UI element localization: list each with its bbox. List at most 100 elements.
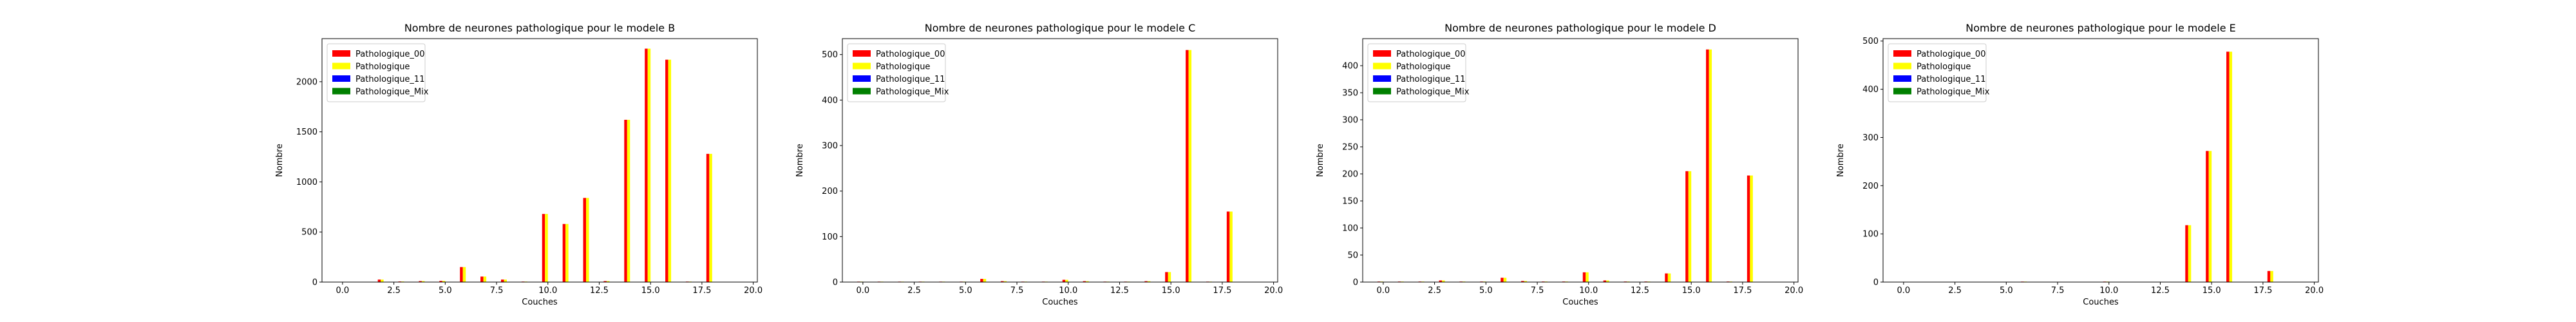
y-axis-label: Nombre	[275, 144, 285, 177]
x-tick-label: 5.0	[1479, 286, 1493, 296]
legend-swatch	[853, 88, 871, 95]
bar	[983, 279, 987, 282]
legend-label: Pathologique_11	[1396, 75, 1465, 84]
y-tick-label: 400	[1862, 85, 1879, 95]
legend-label: Pathologique	[355, 62, 410, 72]
legend-swatch	[1373, 62, 1391, 70]
y-axis-label: Nombre	[1316, 144, 1325, 177]
bar	[1586, 272, 1589, 282]
bar	[2206, 151, 2209, 282]
bar	[1582, 272, 1586, 282]
bar	[439, 281, 442, 282]
bar	[562, 223, 566, 282]
y-tick-label: 200	[1342, 170, 1358, 180]
bar	[1001, 281, 1004, 282]
legend-swatch	[1893, 88, 1911, 95]
x-axis-label: Couches	[1042, 298, 1078, 307]
legend-label: Pathologique_11	[876, 75, 945, 84]
plot-frame	[1882, 38, 2319, 283]
bar	[1665, 273, 1668, 282]
chart-panel: 0.0 2.5 5.0 7.5 10.0 12.5 15.0 17.5 20.0 0 100 200 3…	[795, 22, 1283, 307]
x-tick-label: 5.0	[2000, 286, 2013, 296]
bar	[2229, 52, 2233, 283]
x-tick-label: 20.0	[2305, 286, 2324, 296]
bar	[1229, 211, 1233, 282]
y-tick-label: 300	[1862, 133, 1879, 143]
bar	[1188, 50, 1192, 282]
x-tick-label: 15.0	[641, 286, 660, 296]
bar	[606, 281, 610, 282]
y-tick-label: 2000	[296, 77, 317, 87]
bar	[1606, 280, 1609, 282]
y-tick-label: 150	[1342, 197, 1358, 207]
legend-swatch	[332, 50, 350, 57]
bar	[565, 223, 569, 282]
y-tick-label: 50	[1347, 251, 1358, 261]
y-tick-label: 300	[1342, 116, 1358, 126]
bar	[460, 267, 463, 282]
bar	[2188, 225, 2192, 282]
x-tick-label: 15.0	[2202, 286, 2221, 296]
chart-title: Nombre de neurones pathologique pour le …	[1965, 22, 2236, 34]
x-tick-label: 17.5	[2253, 286, 2272, 296]
bar	[2208, 151, 2212, 282]
legend-label: Pathologique_00	[1917, 50, 1985, 59]
x-tick-label: 17.5	[1213, 286, 1231, 296]
bar	[665, 59, 668, 283]
bar	[377, 279, 381, 282]
legend-swatch	[1893, 50, 1911, 57]
x-tick-label: 12.5	[1631, 286, 1649, 296]
bar	[706, 153, 710, 282]
legend-swatch	[1893, 75, 1911, 82]
legend-label: Pathologique_00	[1396, 50, 1465, 59]
bar	[542, 214, 545, 282]
y-tick-label: 400	[1342, 62, 1358, 71]
chart-panel: 0.0 2.5 5.0 7.5 10.0 12.5 15.0 17.5 20.0 0 500 1000…	[275, 22, 762, 307]
bar	[462, 267, 466, 282]
y-tick-label: 0	[1353, 278, 1358, 288]
bar	[668, 59, 672, 283]
bar	[1165, 272, 1168, 282]
chart-panel: 0.0 2.5 5.0 7.5 10.0 12.5 15.0 17.5 20.0 0 50 100 15…	[1316, 22, 1803, 307]
y-tick-label: 500	[1862, 37, 1879, 46]
legend-label: Pathologique_11	[1917, 75, 1985, 84]
bar	[647, 48, 651, 282]
legend-box	[847, 43, 946, 102]
x-tick-label: 10.0	[2099, 286, 2118, 296]
bar	[480, 276, 484, 282]
legend-label: Pathologique_11	[355, 75, 424, 84]
x-tick-label: 17.5	[1733, 286, 1752, 296]
y-tick-label: 500	[301, 228, 317, 238]
bar	[583, 198, 587, 282]
y-tick-label: 100	[822, 232, 838, 242]
y-tick-label: 100	[1862, 230, 1879, 240]
bar	[624, 120, 627, 282]
x-tick-label: 7.5	[1531, 286, 1544, 296]
y-tick-label: 200	[822, 187, 838, 196]
legend-label: Pathologique	[876, 62, 930, 72]
legend-swatch	[1373, 75, 1391, 82]
bar	[421, 281, 425, 282]
bar	[1442, 280, 1445, 282]
legend-swatch	[853, 75, 871, 82]
x-tick-label: 10.0	[538, 286, 557, 296]
y-tick-label: 0	[312, 278, 317, 288]
x-tick-label: 0.0	[336, 286, 350, 296]
y-tick-label: 1000	[296, 178, 317, 187]
x-tick-label: 15.0	[1162, 286, 1180, 296]
bar	[1747, 175, 1750, 282]
legend-swatch	[332, 62, 350, 70]
legend-label: Pathologique_00	[355, 50, 424, 59]
x-axis-label: Couches	[522, 298, 558, 307]
legend-swatch	[1373, 88, 1391, 95]
legend: Pathologique_00 Pathologique Pathologique_…	[327, 43, 429, 102]
bar	[1709, 49, 1712, 283]
bar	[504, 279, 507, 282]
bar	[1524, 281, 1528, 282]
bar	[603, 281, 607, 282]
y-tick-label: 250	[1342, 143, 1358, 153]
bar	[1750, 175, 1753, 282]
x-tick-label: 15.0	[1682, 286, 1701, 296]
bar	[1065, 279, 1068, 282]
